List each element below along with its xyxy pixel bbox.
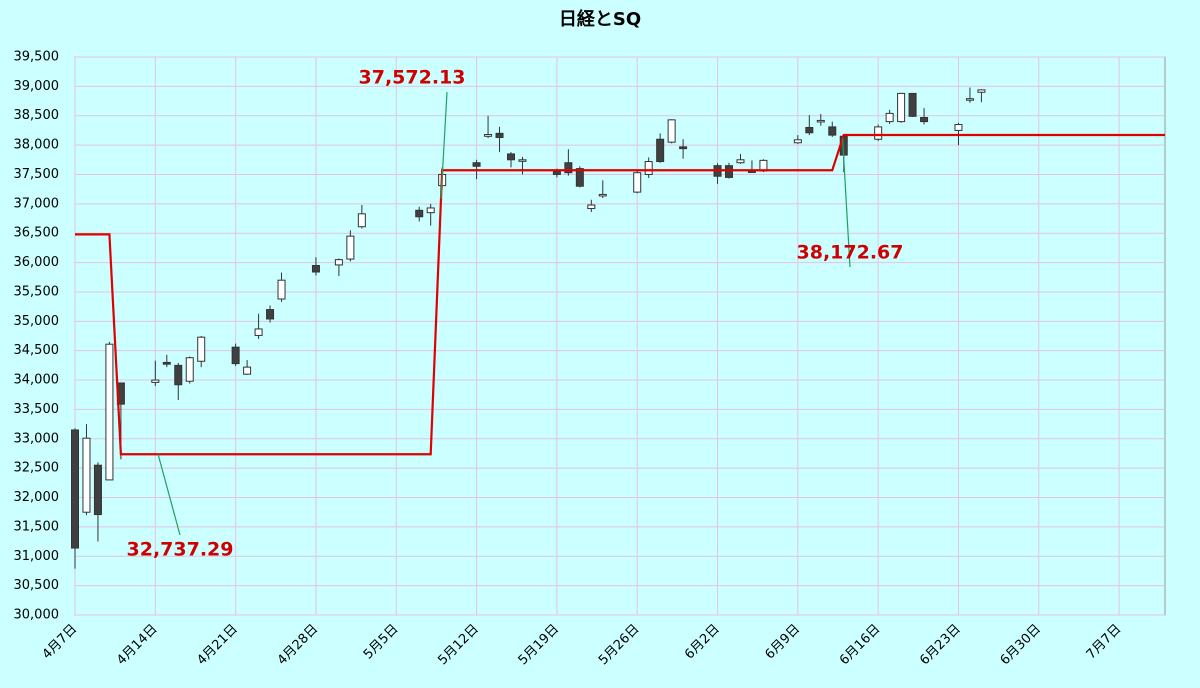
candle-body xyxy=(82,437,91,513)
y-tick-label: 36,000 xyxy=(14,255,60,270)
y-tick-label: 36,500 xyxy=(14,226,60,241)
leader-line xyxy=(440,91,448,199)
candle-body xyxy=(977,89,986,93)
candle-body xyxy=(254,328,263,336)
candle-body xyxy=(667,119,676,143)
y-tick-label: 39,500 xyxy=(14,50,60,65)
candle-body xyxy=(426,207,435,214)
candle-body xyxy=(736,159,745,164)
sq-line xyxy=(75,133,1165,456)
candle-body xyxy=(587,204,596,210)
y-tick-label: 35,500 xyxy=(14,284,60,299)
candle-body xyxy=(656,138,665,163)
y-tick-label: 33,500 xyxy=(14,402,60,417)
y-tick-label: 30,000 xyxy=(14,608,60,623)
candle-body xyxy=(105,343,114,481)
candle-body xyxy=(575,168,584,187)
annotation: 37,572.13 xyxy=(359,67,466,89)
candle-body xyxy=(334,259,343,266)
candle-body xyxy=(828,126,837,136)
y-tick-label: 34,000 xyxy=(14,373,60,388)
plot-area xyxy=(74,56,1166,616)
candle-body xyxy=(197,336,206,362)
candle-body xyxy=(965,98,974,101)
y-tick-label: 39,000 xyxy=(14,79,60,94)
candle-body xyxy=(266,309,275,320)
candle-body xyxy=(564,162,573,174)
candle-body xyxy=(552,171,561,175)
y-tick-label: 37,500 xyxy=(14,167,60,182)
candle-body xyxy=(816,119,825,123)
candle-body xyxy=(277,279,286,300)
candle-body xyxy=(793,139,802,144)
y-tick-label: 30,500 xyxy=(14,578,60,593)
y-tick-label: 38,500 xyxy=(14,108,60,123)
candle-body xyxy=(484,134,493,137)
candle-body xyxy=(805,126,814,134)
y-tick-label: 32,000 xyxy=(14,490,60,505)
candle-body xyxy=(231,346,240,365)
leader-line xyxy=(157,454,181,536)
annotation: 38,172.67 xyxy=(797,242,904,264)
candle-body xyxy=(908,92,917,117)
candle-body xyxy=(243,366,252,375)
candle-body xyxy=(495,132,504,138)
y-tick-label: 35,000 xyxy=(14,314,60,329)
y-tick-label: 31,000 xyxy=(14,549,60,564)
leader-line xyxy=(841,138,851,268)
chart-title: 日経とSQ xyxy=(559,8,641,30)
candle-body xyxy=(518,159,527,162)
candle-body xyxy=(507,153,515,161)
y-tick-label: 31,500 xyxy=(14,519,60,534)
y-tick-label: 33,000 xyxy=(14,431,60,446)
y-tick-label: 38,000 xyxy=(14,138,60,153)
candle-body xyxy=(151,379,160,383)
candle-body xyxy=(174,364,183,386)
y-tick-label: 32,500 xyxy=(14,461,60,476)
candle-body xyxy=(162,361,171,365)
candle-body xyxy=(897,92,906,123)
candle-body xyxy=(725,165,733,178)
candle-body xyxy=(679,146,688,150)
candle-body xyxy=(954,124,963,131)
candle-body xyxy=(472,162,481,167)
candle-body xyxy=(644,161,653,175)
candle-body xyxy=(633,172,642,193)
candle-body xyxy=(93,464,102,516)
candle-body xyxy=(885,112,894,123)
annotation: 32,737.29 xyxy=(127,539,234,561)
candle-body xyxy=(185,357,194,382)
candle-body xyxy=(874,126,883,140)
candle-body xyxy=(71,429,79,549)
candle-body xyxy=(311,265,320,273)
candle-body xyxy=(920,116,929,123)
y-tick-label: 37,000 xyxy=(14,196,60,211)
candle-body xyxy=(346,235,355,260)
y-tick-label: 34,500 xyxy=(14,343,60,358)
candle-body xyxy=(598,193,607,197)
candle-body xyxy=(357,213,366,228)
candle-body xyxy=(415,209,424,218)
